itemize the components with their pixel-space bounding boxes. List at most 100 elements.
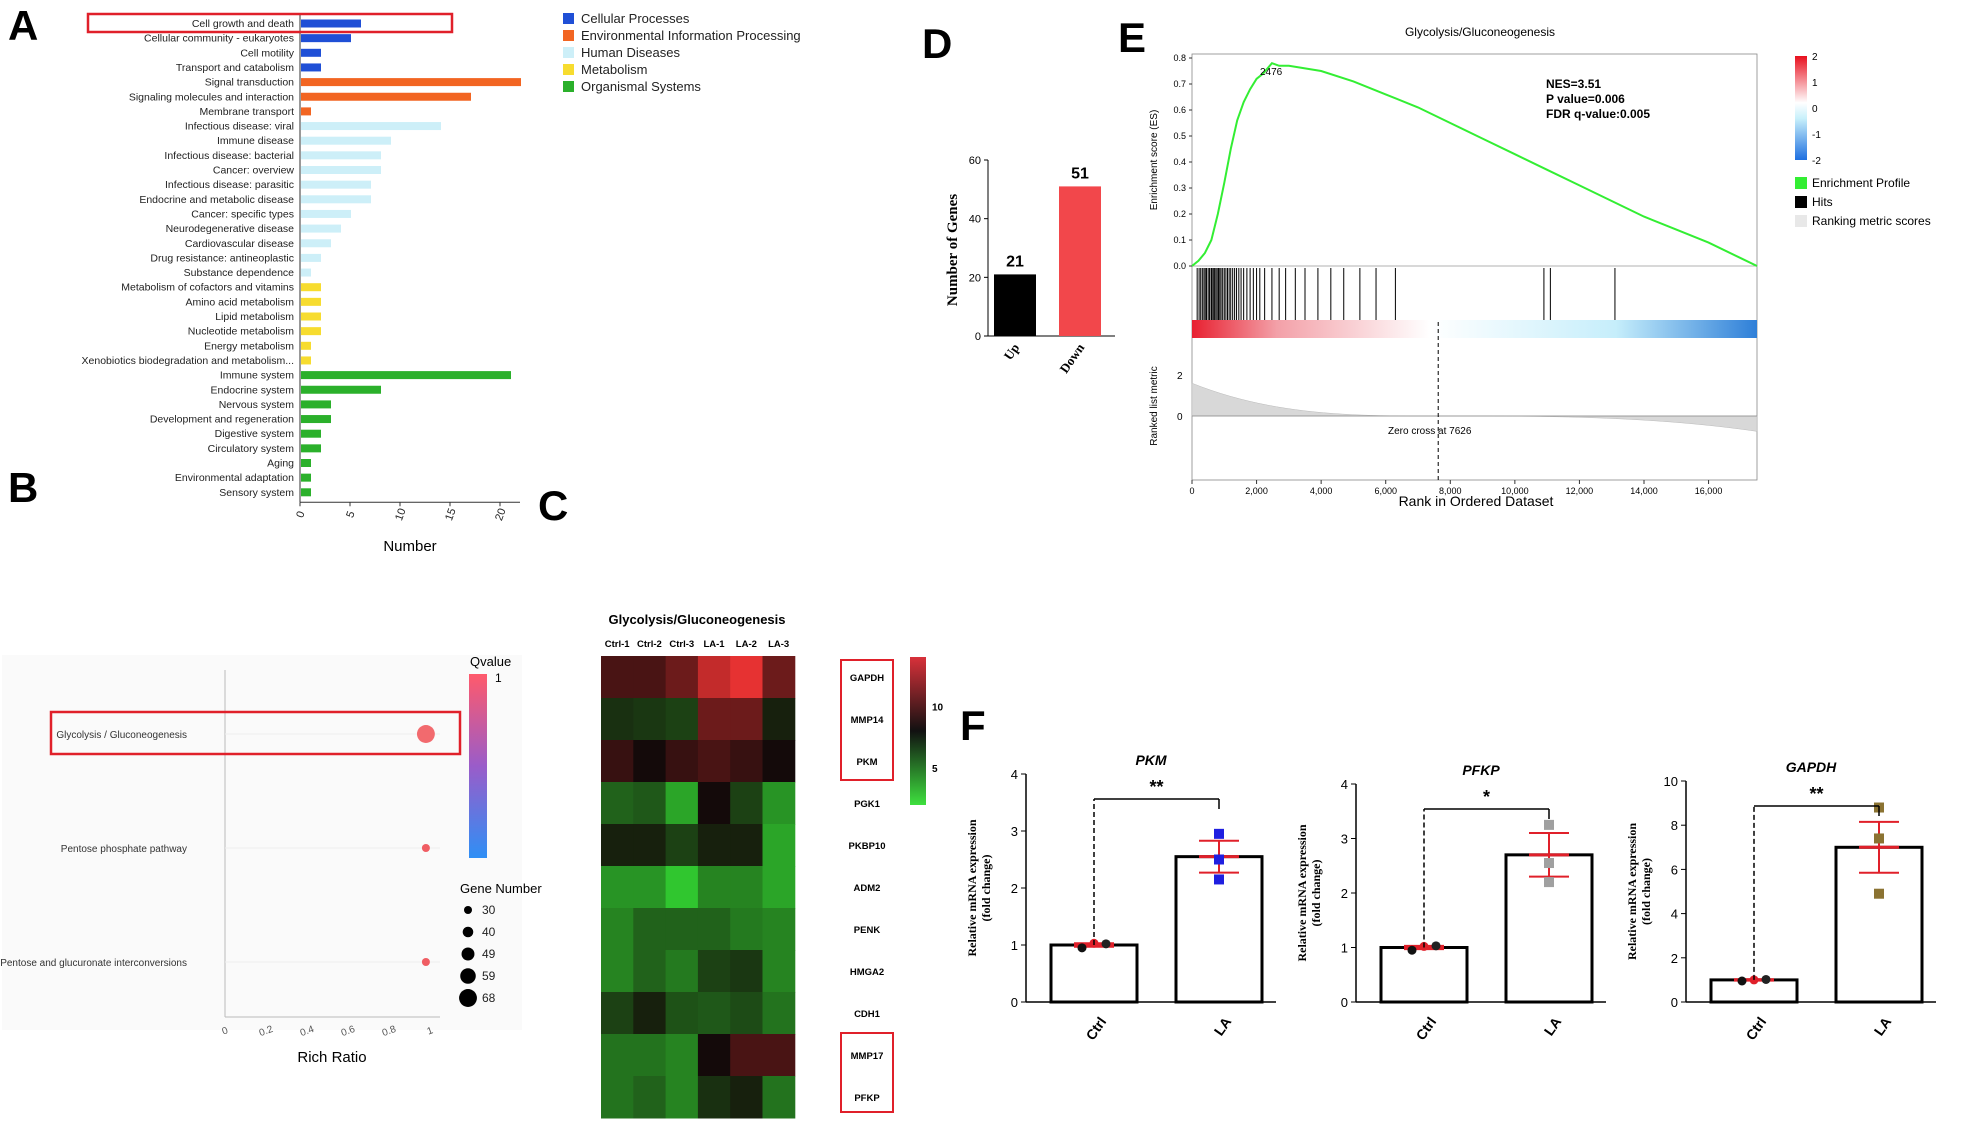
b-size-legend-label: 68 [482,991,496,1005]
e-x-tick-label: 10,000 [1501,486,1529,496]
b-plot-background [2,655,522,1030]
c-highlight-box-bottom [840,1032,894,1113]
c-heatmap-cell [730,1034,763,1077]
a-bar [301,327,321,336]
c-colorbar-tick-label: 10 [932,702,944,713]
b-colorbar [469,674,487,858]
c-heatmap-cell [762,908,796,951]
a-category-label: Cancer: overview [213,165,295,177]
panel-a-highlight-box [86,12,454,34]
c-heatmap-cell [633,656,667,699]
panel-e-y2-label: Ranked list metric [1149,366,1160,445]
c-heatmap-cell [697,698,731,741]
a-category-label: Cardiovascular disease [185,238,294,250]
c-colorbar [910,657,926,805]
a-legend-label: Organismal Systems [581,79,701,94]
c-heatmap-cell [762,698,796,741]
b-category-label: Pentose and glucuronate interconversions [0,958,187,969]
panel-a-legend: Cellular Processes Environmental Informat… [563,11,801,94]
f-panel-title: PKM [1135,752,1166,768]
f-y-label: (fold change) [1639,858,1653,925]
panel-letter-f: F [960,702,986,749]
c-heatmap-cell [697,824,731,867]
panel-e-stat-fdr: FDR q-value:0.005 [1546,107,1650,121]
a-bar [301,78,521,87]
panel-letter-d: D [922,20,952,67]
c-heatmap-cell [730,908,763,951]
f-y-label: (fold change) [1309,860,1323,927]
a-legend-label: Environmental Information Processing [581,28,801,43]
c-heatmap-cell [665,698,699,741]
panel-b-x-label: Rich Ratio [297,1049,366,1066]
f-data-point [1214,854,1224,865]
c-row-label: MMP17 [851,1051,884,1062]
panel-a-plot: Cell growth and death Cellular community … [82,14,521,522]
a-legend-label: Cellular Processes [581,11,690,26]
e-y-tick-label: 0.4 [1173,157,1186,167]
a-legend-label: Human Diseases [581,45,680,60]
c-column-label: Ctrl-1 [605,639,631,650]
b-size-legend-label: 40 [482,925,496,939]
panel-c-title: Glycolysis/Gluconeogenesis [608,612,785,627]
a-category-label: Signaling molecules and interaction [129,91,294,103]
c-heatmap-cell [601,656,634,699]
f-data-point [1214,874,1224,885]
f-data-point [1544,877,1554,888]
e-metric-tick-label: 0 [1177,412,1183,423]
f-y-tick-label: 2 [1341,886,1348,901]
b-size-legend-label: 59 [482,969,496,983]
panel-c-heatmap: Glycolysis/Gluconeogenesis Ctrl-1 Ctrl-2 C… [601,612,944,1119]
a-category-label: Immune disease [217,135,294,147]
b-bubble [416,725,435,743]
f-y-tick-label: 1 [1341,941,1348,956]
c-heatmap-cell [730,782,763,825]
c-heatmap-cell [697,908,731,951]
panel-c-plot: Ctrl-1 Ctrl-2 Ctrl-3 LA-1 LA-2 LA-3 GAPDH MMP14… [601,639,944,1119]
b-bubble [421,844,430,852]
e-x-tick-label: 12,000 [1566,486,1594,496]
e-y-tick-label: 0.2 [1173,209,1186,219]
a-category-label: Signal transduction [205,77,294,89]
e-legend-label: Enrichment Profile [1812,176,1910,190]
a-x-tick-label: 5 [344,510,357,520]
c-row-label: PENK [854,925,881,936]
a-category-label: Cell growth and death [192,18,294,30]
panel-e-y-label: Enrichment score (ES) [1149,110,1160,211]
e-colorbar-tick-label: 2 [1812,52,1818,63]
panel-b-size-legend-title: Gene Number [460,881,542,896]
f-y-tick-label: 4 [1671,907,1678,922]
a-x-tick-label: 15 [443,507,458,523]
c-heatmap-cell [665,782,699,825]
b-size-legend-dot [461,947,475,961]
f-y-label: (fold change) [979,855,993,922]
c-heatmap-cell [601,908,634,951]
a-legend-swatch [563,64,574,75]
f-category-label: LA [1211,1014,1235,1038]
d-bar [994,274,1036,336]
f-category-label: LA [1541,1014,1565,1038]
b-x-tick-label: 0.8 [381,1024,398,1039]
c-heatmap-cell [762,740,796,783]
c-heatmap-cell [633,866,667,909]
a-bar [301,385,381,394]
c-heatmap-cell [730,950,763,993]
e-y-tick-label: 0.0 [1173,261,1186,271]
a-bar [301,356,311,365]
a-x-tick-label: 0 [294,510,307,520]
f-data-point [1214,828,1224,839]
e-enrichment-line [1191,62,1758,267]
f-y-tick-label: 8 [1671,818,1678,833]
c-heatmap-cell [762,1076,796,1119]
c-heatmap-cell [730,656,763,699]
e-legend-swatch [1795,177,1807,189]
panel-a-kegg-bar: Cell growth and death Cellular community … [82,11,801,555]
c-heatmap-cell [665,866,699,909]
f-y-tick-label: 4 [1011,767,1018,782]
panel-e-title: Glycolysis/Gluconeogenesis [1405,25,1555,39]
a-bar [301,268,311,277]
c-column-label: LA-2 [736,639,757,650]
c-heatmap-cell [633,992,667,1035]
e-colorbar-tick-label: -2 [1812,156,1821,167]
f-sig-label: ** [1809,784,1823,804]
a-legend-swatch [563,47,574,58]
